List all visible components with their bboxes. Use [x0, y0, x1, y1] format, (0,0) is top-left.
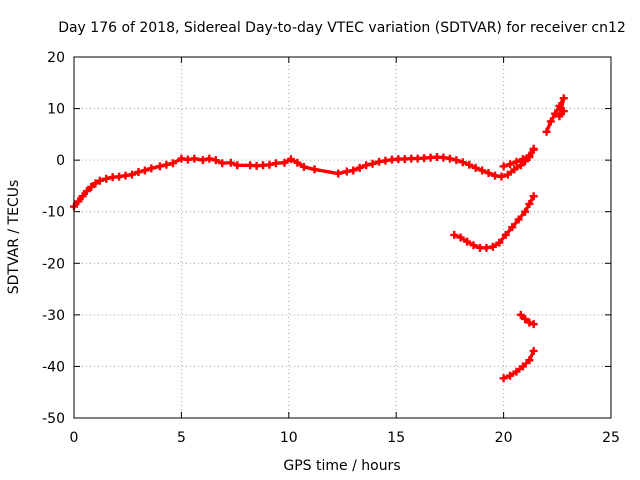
series-main-arc: [70, 145, 538, 211]
grid-lines: [74, 57, 611, 418]
y-tick-label: 20: [47, 50, 65, 66]
series-lower-arc: [450, 192, 538, 252]
y-tick-label: -30: [42, 308, 65, 324]
data-point: [529, 144, 538, 153]
series-bottom-arc: [499, 346, 538, 383]
axis-ticks: 0 5 10 15 20 25 -50 -40 -30 -20 -10 0 10 20: [42, 50, 620, 446]
series-upper-branch: [499, 144, 538, 171]
x-tick-label: 10: [280, 430, 298, 446]
plot-frame: [73, 56, 612, 419]
series-short-segment: [516, 310, 538, 329]
chart-title: Day 176 of 2018, Sidereal Day-to-day VTE…: [58, 20, 626, 36]
y-tick-label: -20: [42, 256, 65, 272]
x-tick-label: 15: [387, 430, 405, 446]
data-point: [529, 346, 538, 355]
y-tick-label: -10: [42, 205, 65, 221]
x-tick-label: 25: [602, 430, 620, 446]
y-tick-label: 0: [56, 153, 65, 169]
data-point: [529, 320, 538, 329]
x-tick-label: 20: [495, 430, 513, 446]
y-axis-label: SDTVAR / TECUs: [6, 180, 22, 295]
x-tick-label: 5: [177, 430, 186, 446]
y-tick-label: -50: [42, 411, 65, 427]
x-axis-label: GPS time / hours: [283, 458, 400, 474]
data-points: [70, 94, 568, 383]
x-tick-label: 0: [70, 430, 79, 446]
data-point: [559, 107, 568, 116]
series-rising-tail: [542, 94, 568, 136]
y-tick-label: 10: [47, 102, 65, 118]
data-point: [529, 192, 538, 201]
y-tick-label: -40: [42, 359, 65, 375]
